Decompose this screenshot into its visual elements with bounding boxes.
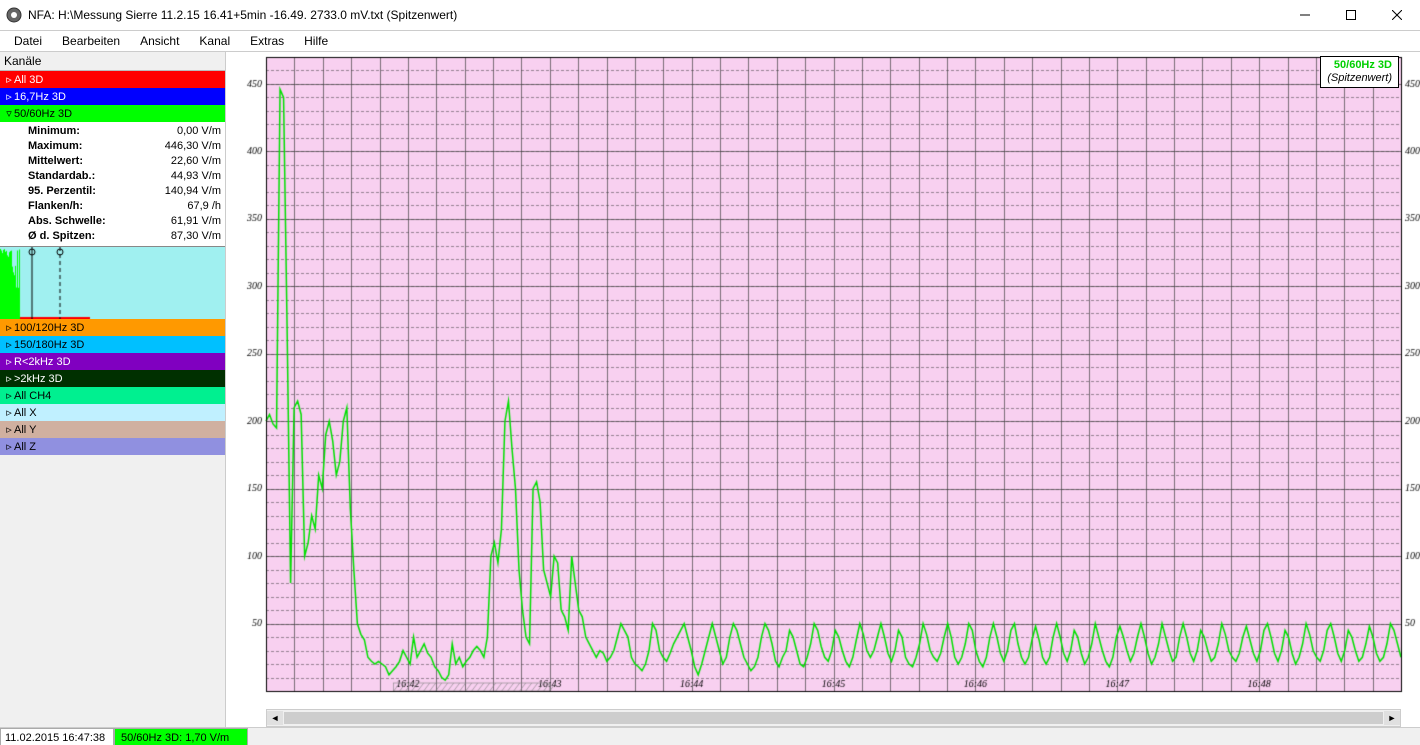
menu-item-extras[interactable]: Extras: [240, 32, 294, 50]
channel-row[interactable]: ▹All 3D: [0, 71, 225, 88]
menu-bar: DateiBearbeitenAnsichtKanalExtrasHilfe: [0, 31, 1420, 52]
chart-area: 50/60Hz 3D (Spitzenwert) ◄ ►: [226, 52, 1420, 727]
stat-row: Abs. Schwelle: 61,91 V/m: [28, 214, 221, 229]
expand-icon[interactable]: ▹: [4, 73, 14, 86]
expand-icon[interactable]: ▹: [4, 355, 14, 368]
menu-item-kanal[interactable]: Kanal: [189, 32, 240, 50]
expand-icon[interactable]: ▹: [4, 406, 14, 419]
channel-row[interactable]: ▹All Y: [0, 421, 225, 438]
status-timestamp: 11.02.2015 16:47:38: [0, 728, 114, 745]
expand-icon[interactable]: ▹: [4, 389, 14, 402]
menu-item-bearbeiten[interactable]: Bearbeiten: [52, 32, 130, 50]
main-area: Kanäle ▹All 3D▹16,7Hz 3D▿50/60Hz 3DMinim…: [0, 52, 1420, 727]
window-close-button[interactable]: [1374, 0, 1420, 30]
stat-value: 67,9 /h: [187, 199, 221, 214]
status-reading: 50/60Hz 3D: 1,70 V/m: [114, 728, 248, 745]
stat-value: 87,30 V/m: [171, 229, 221, 244]
channel-label: >2kHz 3D: [14, 373, 63, 385]
stat-value: 140,94 V/m: [165, 184, 221, 199]
legend-series-name: 50/60Hz 3D: [1327, 59, 1392, 72]
channel-row[interactable]: ▹>2kHz 3D: [0, 370, 225, 387]
stat-value: 61,91 V/m: [171, 214, 221, 229]
channel-row[interactable]: ▹100/120Hz 3D: [0, 319, 225, 336]
app-icon: [6, 7, 22, 23]
channel-label: 100/120Hz 3D: [14, 322, 84, 334]
channel-row[interactable]: ▹150/180Hz 3D: [0, 336, 225, 353]
menu-item-ansicht[interactable]: Ansicht: [130, 32, 189, 50]
stat-row: Flanken/h: 67,9 /h: [28, 199, 221, 214]
channel-list: ▹All 3D▹16,7Hz 3D▿50/60Hz 3DMinimum:0,00…: [0, 71, 225, 455]
channel-row[interactable]: ▹16,7Hz 3D: [0, 88, 225, 105]
menu-item-hilfe[interactable]: Hilfe: [294, 32, 338, 50]
channel-label: 150/180Hz 3D: [14, 339, 84, 351]
stat-row: 95. Perzentil: 140,94 V/m: [28, 184, 221, 199]
channel-row[interactable]: ▿50/60Hz 3D: [0, 105, 225, 122]
stat-row: Mittelwert: 22,60 V/m: [28, 154, 221, 169]
stat-key: Standardab.:: [28, 169, 95, 184]
stat-value: 0,00 V/m: [177, 124, 221, 139]
channel-row[interactable]: ▹All Z: [0, 438, 225, 455]
channel-row[interactable]: ▹All X: [0, 404, 225, 421]
stat-row: Maximum: 446,30 V/m: [28, 139, 221, 154]
stat-value: 22,60 V/m: [171, 154, 221, 169]
window-maximize-button[interactable]: [1328, 0, 1374, 30]
collapse-icon[interactable]: ▿: [4, 107, 14, 120]
expand-icon[interactable]: ▹: [4, 423, 14, 436]
stat-key: Abs. Schwelle:: [28, 214, 106, 229]
sidebar-title: Kanäle: [0, 52, 225, 71]
stat-value: 44,93 V/m: [171, 169, 221, 184]
legend-series-mode: (Spitzenwert): [1327, 72, 1392, 85]
expand-icon[interactable]: ▹: [4, 321, 14, 334]
stat-value: 446,30 V/m: [165, 139, 221, 154]
stat-row: Minimum: 0,00 V/m: [28, 124, 221, 139]
channel-row[interactable]: ▹R<2kHz 3D: [0, 353, 225, 370]
stat-key: 95. Perzentil:: [28, 184, 96, 199]
channel-label: All 3D: [14, 74, 43, 86]
channel-label: All Y: [14, 424, 36, 436]
expand-icon[interactable]: ▹: [4, 372, 14, 385]
channels-sidebar: Kanäle ▹All 3D▹16,7Hz 3D▿50/60Hz 3DMinim…: [0, 52, 226, 727]
expand-icon[interactable]: ▹: [4, 440, 14, 453]
stat-key: Mittelwert:: [28, 154, 83, 169]
channel-minichart[interactable]: [0, 246, 225, 319]
menu-item-datei[interactable]: Datei: [4, 32, 52, 50]
window-minimize-button[interactable]: [1282, 0, 1328, 30]
scroll-left-button[interactable]: ◄: [267, 711, 283, 725]
expand-icon[interactable]: ▹: [4, 90, 14, 103]
chart-legend: 50/60Hz 3D (Spitzenwert): [1320, 56, 1399, 88]
channel-label: All X: [14, 407, 37, 419]
stat-key: Flanken/h:: [28, 199, 83, 214]
window-title: NFA: H:\Messung Sierre 11.2.15 16.41+5mi…: [28, 8, 1282, 22]
stat-key: Maximum:: [28, 139, 82, 154]
status-bar: 11.02.2015 16:47:38 50/60Hz 3D: 1,70 V/m: [0, 727, 1420, 745]
scroll-right-button[interactable]: ►: [1384, 711, 1400, 725]
window-titlebar: NFA: H:\Messung Sierre 11.2.15 16.41+5mi…: [0, 0, 1420, 31]
channel-label: 16,7Hz 3D: [14, 91, 66, 103]
expand-icon[interactable]: ▹: [4, 338, 14, 351]
main-chart[interactable]: [226, 52, 1420, 707]
channel-label: All Z: [14, 441, 36, 453]
channel-stats: Minimum:0,00 V/mMaximum:446,30 V/mMittel…: [0, 122, 225, 246]
channel-label: All CH4: [14, 390, 51, 402]
scroll-thumb[interactable]: [284, 712, 1383, 724]
channel-label: R<2kHz 3D: [14, 356, 71, 368]
stat-key: Ø d. Spitzen:: [28, 229, 95, 244]
channel-label: 50/60Hz 3D: [14, 108, 72, 120]
stat-row: Ø d. Spitzen: 87,30 V/m: [28, 229, 221, 244]
stat-row: Standardab.: 44,93 V/m: [28, 169, 221, 184]
channel-row[interactable]: ▹All CH4: [0, 387, 225, 404]
chart-horizontal-scrollbar[interactable]: ◄ ►: [266, 709, 1401, 727]
stat-key: Minimum:: [28, 124, 80, 139]
